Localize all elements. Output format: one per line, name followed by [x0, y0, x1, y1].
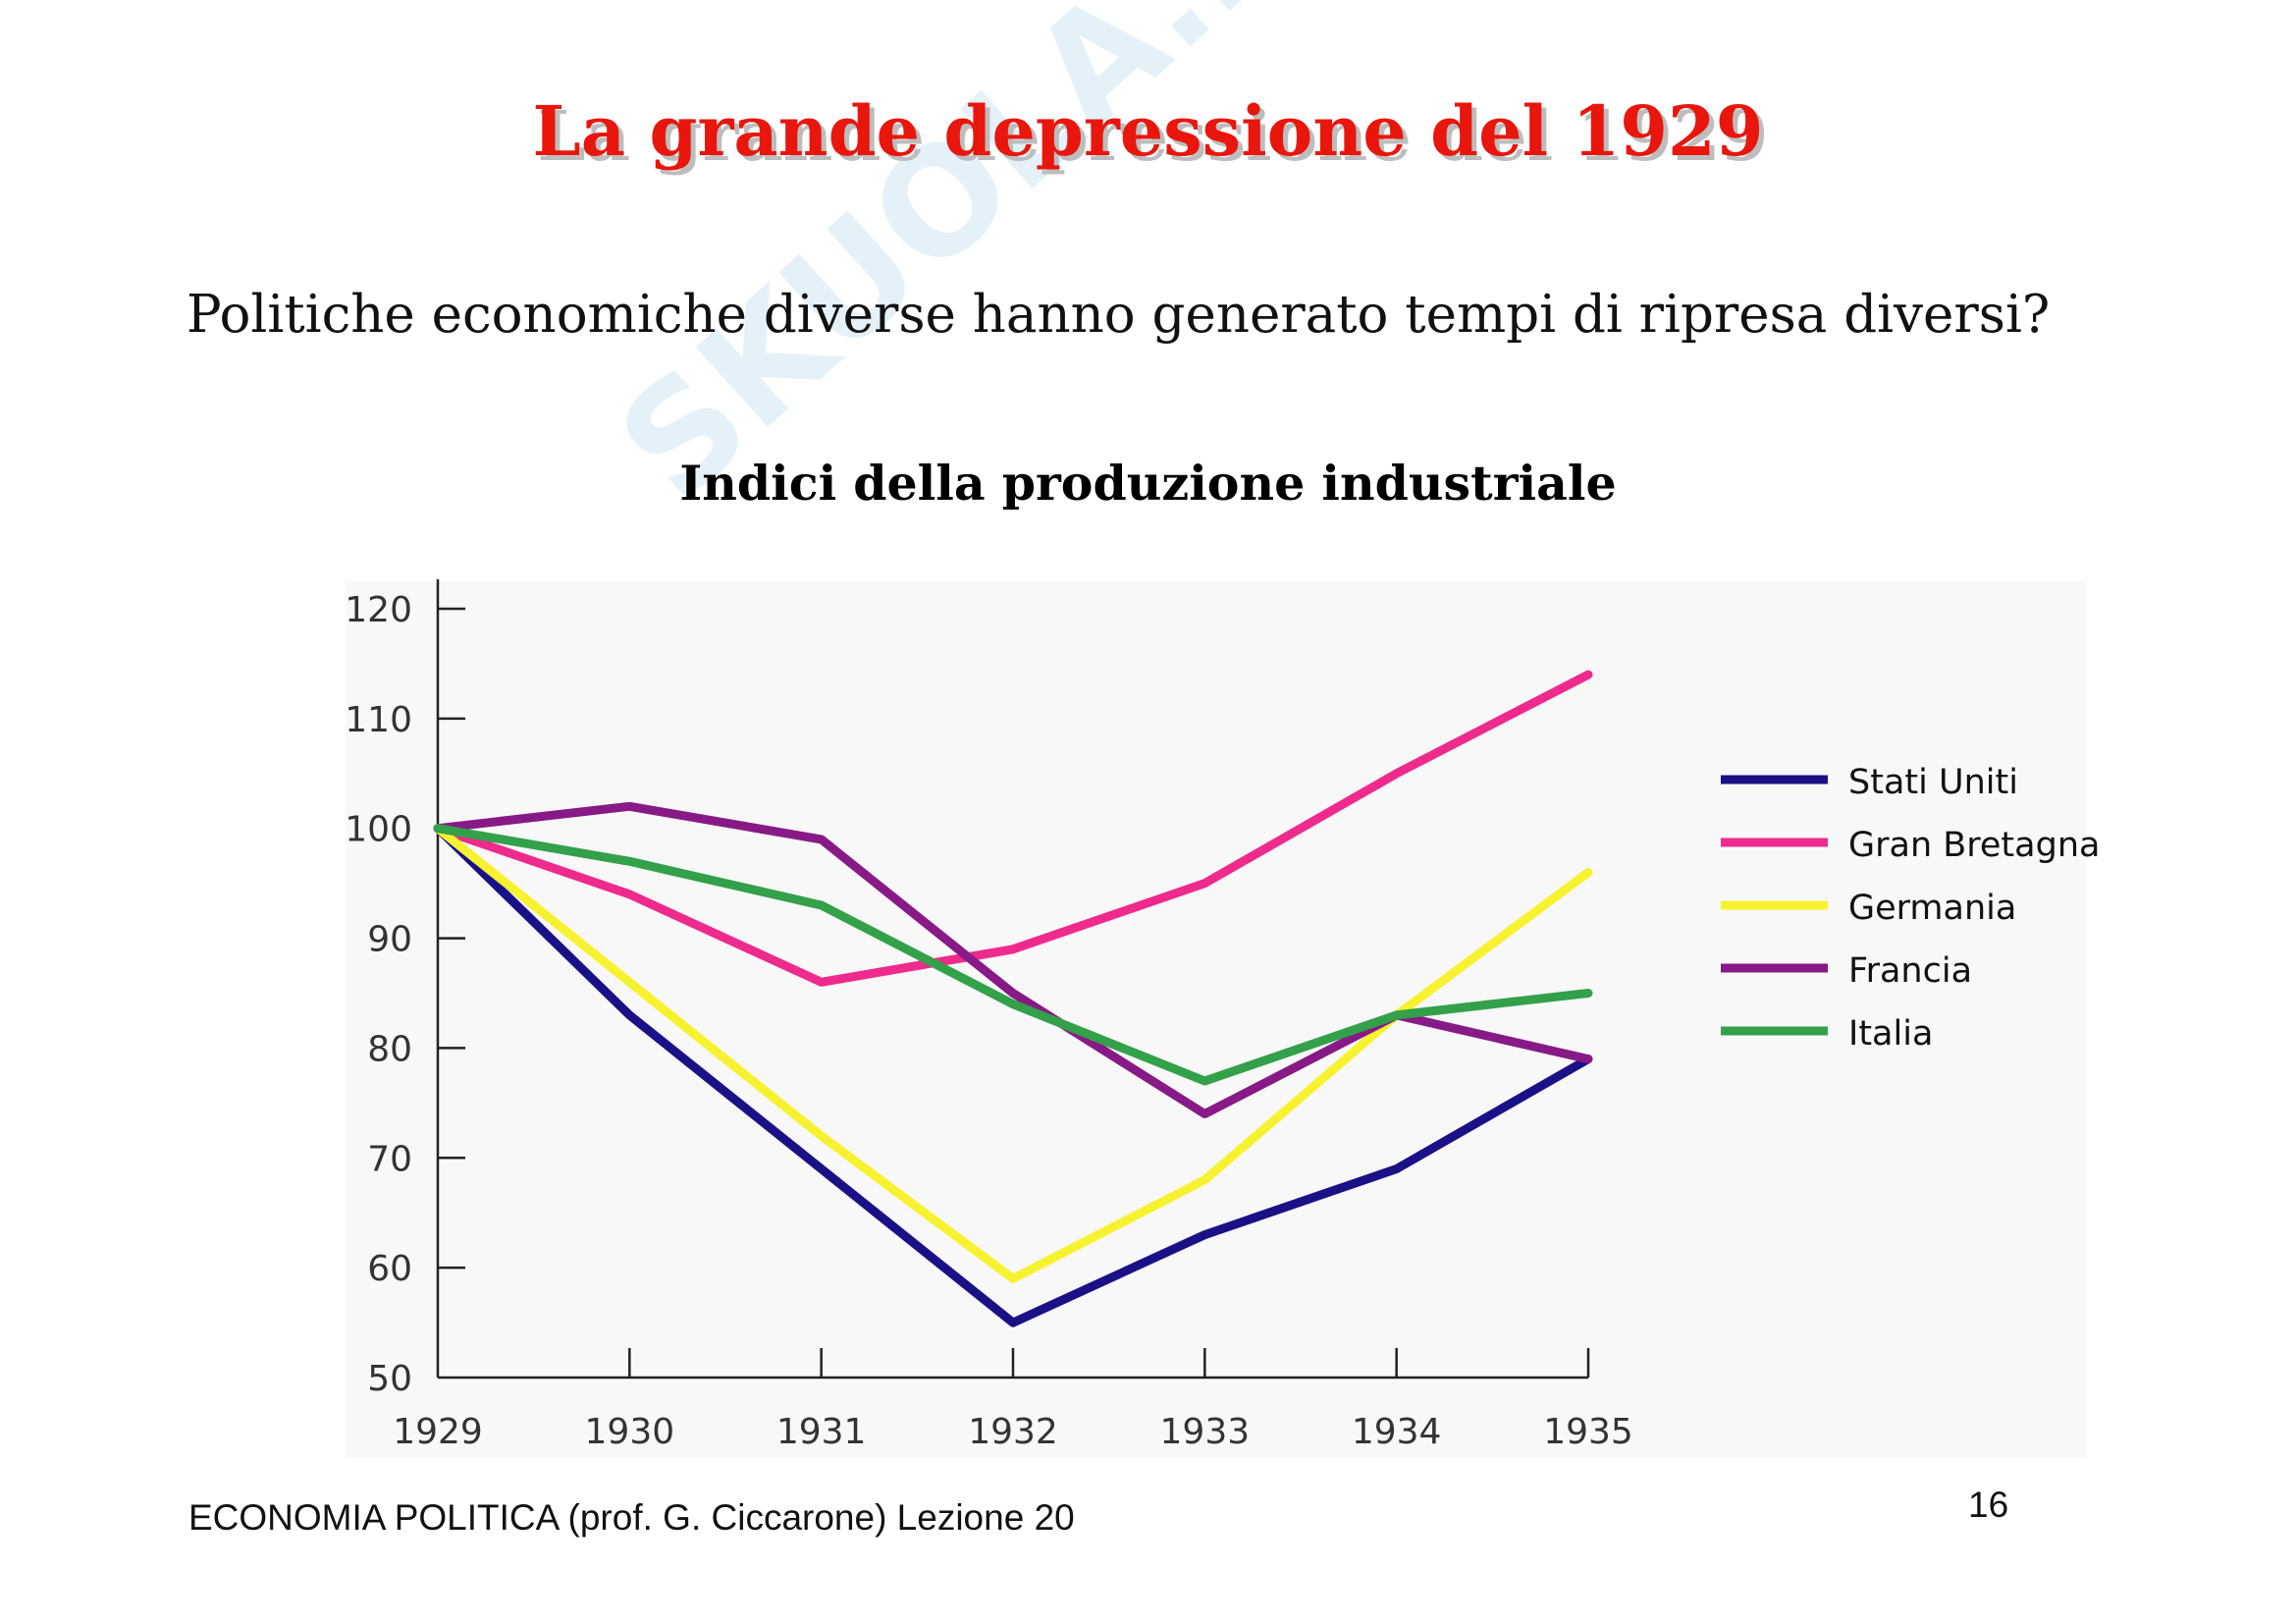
y-tick-label: 110: [345, 700, 412, 740]
page-number: 16: [1968, 1485, 2009, 1525]
y-tick-label: 90: [367, 920, 412, 960]
x-tick-label: 1932: [968, 1412, 1058, 1452]
x-tick-label: 1931: [776, 1412, 867, 1452]
slide-subtitle: Politiche economiche diverse hanno gener…: [187, 285, 2051, 345]
chart-title: Indici della produzione industriale: [679, 455, 1617, 512]
chart-legend: Stati Uniti Gran Bretagna Germania Francia I…: [1721, 763, 2100, 1054]
y-tick-label: 60: [367, 1249, 412, 1289]
legend-label: Gran Bretagna: [1848, 826, 2100, 865]
x-tick-label: 1929: [393, 1412, 483, 1452]
chart-series: [433, 670, 1593, 1327]
chart-ticks: 120 110 100 90 80 70 60 50 1929 1930 1931 1932 1933 1…: [345, 590, 1633, 1452]
x-tick-label: 1930: [585, 1412, 675, 1452]
y-tick-label: 100: [345, 810, 412, 850]
y-tick-label: 80: [367, 1029, 412, 1069]
slide-title: La grande depressione del 1929: [532, 90, 1764, 172]
y-tick-label: 50: [367, 1359, 412, 1399]
slide-footer: ECONOMIA POLITICA (prof. G. Ciccarone) L…: [188, 1497, 1075, 1538]
y-tick-label: 70: [367, 1139, 412, 1179]
x-tick-label: 1935: [1543, 1412, 1633, 1452]
legend-label: Germania: [1848, 889, 2016, 928]
x-tick-label: 1934: [1352, 1412, 1442, 1452]
chart-background: [346, 581, 2086, 1458]
x-tick-label: 1933: [1160, 1412, 1251, 1452]
legend-label: Francia: [1848, 951, 1972, 991]
legend-label: Italia: [1848, 1014, 1933, 1054]
legend-label: Stati Uniti: [1848, 763, 2018, 802]
y-tick-label: 120: [345, 590, 412, 630]
